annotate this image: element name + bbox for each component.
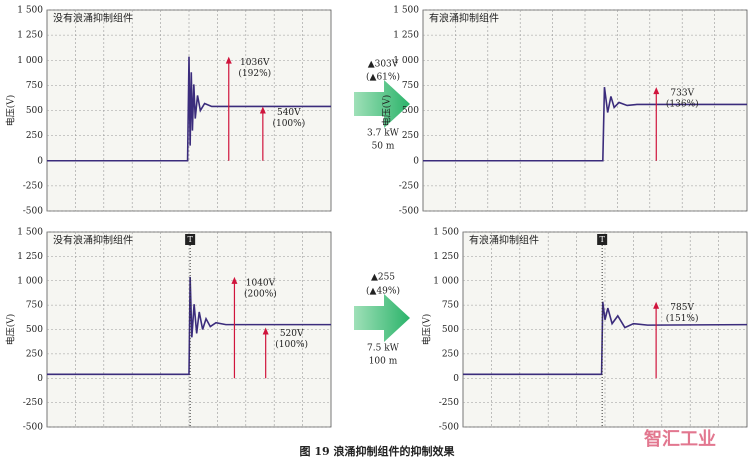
arrow-head [225,56,232,64]
delta-pct: (▲61%) [366,72,400,83]
y-tick-label: -500 [23,207,43,217]
y-tick-label: 250 [26,349,43,359]
arrow-head [653,87,660,95]
y-tick-label: 1 500 [17,228,43,238]
y-tick-label: -250 [439,398,459,408]
annotation-value: 785V [670,303,694,313]
arrow-head [231,276,238,284]
arrow-head [653,301,660,309]
green-arrow [354,80,410,128]
y-tick-label: 0 [37,374,43,384]
y-tick-label: 250 [26,131,43,141]
panel-title: 有浪涌抑制组件 [469,234,539,247]
y-tick-label: 750 [26,301,43,311]
y-tick-label: 250 [402,131,419,141]
annotation-pct: (192%) [238,68,271,79]
watermark: 智汇工业 [644,428,716,450]
y-axis-label: 电压(V) [421,314,433,346]
annotation-value: 1040V [246,278,276,288]
arrow-head [259,106,266,114]
length: 50 m [372,142,395,152]
y-tick-label: 750 [26,81,43,91]
annotation-pct: (151%) [666,313,699,324]
waveform [463,301,748,376]
annotation-pct: (100%) [272,118,305,129]
power: 7.5 kW [367,344,400,354]
y-tick-label: -250 [23,181,43,191]
panel-title: 有浪涌抑制组件 [429,12,499,25]
trigger: T [599,235,605,244]
y-tick-label: 1 500 [17,6,43,16]
caption: 图 19 浪涌抑制组件的抑制效果 [300,444,455,458]
y-tick-label: -500 [23,423,43,433]
y-tick-label: 750 [402,81,419,91]
y-tick-label: -250 [399,181,419,191]
waveform [47,56,331,162]
y-axis-label: 电压(V) [381,95,393,127]
y-tick-label: -250 [23,398,43,408]
y-axis-label: 电压(V) [5,95,17,127]
panel-title: 没有浪涌抑制组件 [53,234,133,247]
annotation-value: 733V [670,89,694,99]
y-tick-label: 250 [442,349,459,359]
y-tick-label: 1 250 [17,252,43,262]
annotation-value: 1036V [240,58,270,68]
y-tick-label: 1 500 [433,228,459,238]
y-tick-label: 1 000 [433,276,459,286]
y-tick-label: -500 [439,423,459,433]
y-tick-label: 1 500 [393,6,419,16]
y-tick-label: 1 000 [17,56,43,66]
y-tick-label: 500 [26,106,43,116]
y-tick-label: 500 [442,325,459,335]
y-tick-label: 1 000 [17,276,43,286]
delta: ▲255 [371,273,395,283]
y-tick-label: -500 [399,207,419,217]
y-tick-label: 750 [442,301,459,311]
y-tick-label: 1 250 [17,31,43,41]
annotation-pct: (100%) [275,339,308,350]
y-tick-label: 0 [413,156,419,166]
y-tick-label: 0 [37,156,43,166]
y-axis-label: 电压(V) [5,314,17,346]
trigger-box [185,234,196,245]
panel-title: 没有浪涌抑制组件 [53,12,133,25]
annotation-pct: (136%) [666,99,699,110]
y-tick-label: 1 250 [393,31,419,41]
waveform [423,86,747,162]
arrow-head [262,327,269,335]
length: 100 m [369,357,398,367]
annotation-value: 540V [277,108,301,118]
power: 3.7 kW [367,129,400,139]
trigger: T [187,235,193,244]
green-arrow [354,294,410,342]
delta-pct: (▲49%) [366,286,400,297]
delta: ▲303V [368,60,399,70]
y-tick-label: 500 [402,106,419,116]
waveform [47,276,331,376]
y-tick-label: 1 000 [393,56,419,66]
y-tick-label: 500 [26,325,43,335]
annotation-pct: (200%) [244,288,277,299]
trigger-box [597,234,608,245]
y-tick-label: 1 250 [433,252,459,262]
annotation-value: 520V [280,329,304,339]
y-tick-label: 0 [453,374,459,384]
